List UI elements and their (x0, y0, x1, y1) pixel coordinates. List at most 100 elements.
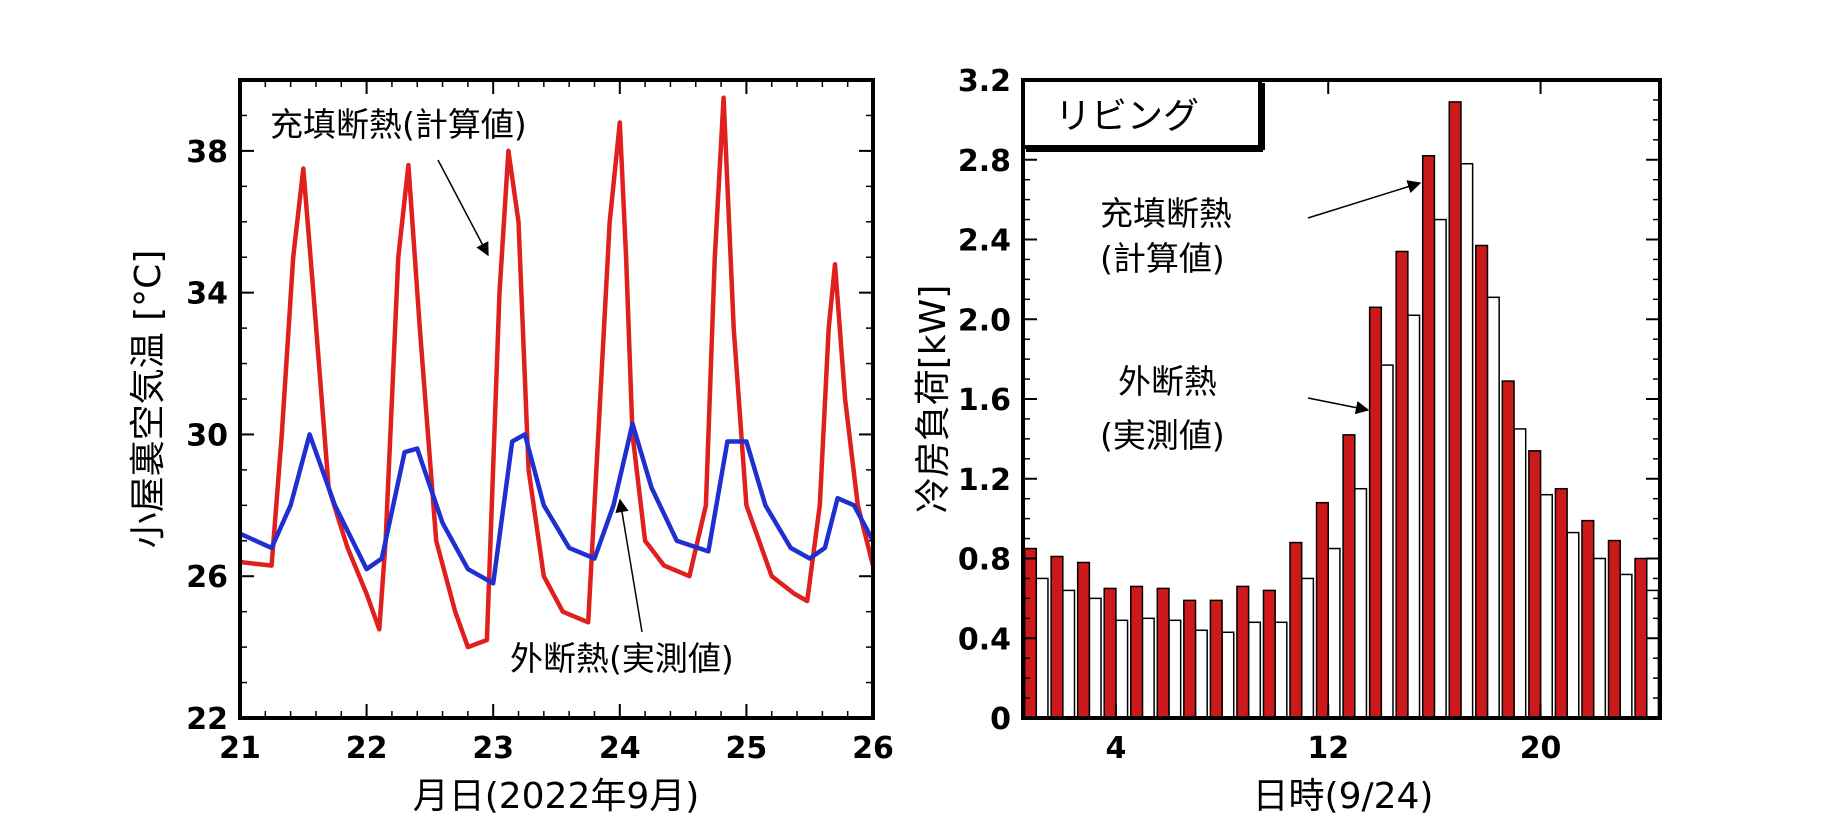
bar-calculated (1130, 585, 1144, 719)
bar-calculated (1076, 561, 1091, 719)
right-title-box-shadow (1026, 147, 1263, 152)
series-line-calculated (239, 95, 876, 650)
bar-measured (1539, 493, 1553, 719)
right-y-axis-label: 冷房負荷[kW] (913, 285, 954, 514)
bar-calculated (1448, 101, 1462, 719)
bar-calculated (1209, 599, 1223, 719)
right-annotation-calc-line1: 充填断熱 (1100, 194, 1232, 233)
left-x-tick-label: 23 (472, 731, 514, 766)
right-arrow-meas (1307, 397, 1370, 415)
bar-measured (1486, 296, 1500, 719)
left-y-tick-label: 34 (186, 277, 228, 312)
bar-measured (1460, 162, 1474, 719)
bar-measured (1300, 577, 1315, 719)
right-chart: 0 0.4 0.8 1.2 1.6 2.0 2.4 2.8 3.2 4 12 20 リビング 日時(9… (913, 64, 1662, 817)
right-x-axis-label: 日時(9/24) (1253, 776, 1434, 817)
bar-calculated (1289, 541, 1303, 719)
bar-calculated (1634, 557, 1648, 719)
bar-measured (1327, 547, 1341, 719)
left-x-tick-label: 26 (852, 731, 894, 766)
bar-measured (1433, 218, 1447, 719)
bar-calculated (1528, 450, 1542, 719)
left-arrow-calc (437, 159, 489, 257)
right-plot-frame (1021, 78, 1662, 720)
right-annotation-meas-line1: 外断熱 (1118, 362, 1217, 401)
bar-measured (1221, 631, 1235, 719)
bar-calculated (1236, 585, 1250, 719)
bar-calculated (1103, 587, 1117, 719)
right-y-tick-label: 1.6 (958, 383, 1011, 418)
bar-calculated (1501, 380, 1515, 719)
right-y-tick-label: 0.4 (958, 622, 1011, 657)
right-x-tick-label: 20 (1520, 731, 1562, 766)
bar-measured (1115, 619, 1129, 719)
left-x-axis-label: 月日(2022年9月) (413, 776, 700, 817)
bar-measured (1274, 621, 1288, 719)
bar-measured (1035, 577, 1049, 719)
right-annotation-meas-line2: (実測値) (1100, 416, 1225, 455)
right-bars (1023, 101, 1660, 719)
bar-measured (1194, 629, 1208, 719)
bar-measured (1247, 621, 1262, 719)
left-x-tick-label: 22 (346, 731, 388, 766)
right-x-tick-label: 12 (1307, 731, 1349, 766)
bar-measured (1354, 487, 1368, 719)
bar-calculated (1023, 547, 1038, 719)
right-annotation-calc-line2: (計算値) (1100, 239, 1225, 278)
left-plot-frame (238, 78, 875, 720)
right-chart-title: リビング (1055, 96, 1199, 137)
bar-calculated (1421, 155, 1436, 719)
bar-measured (1407, 314, 1421, 719)
right-y-tick-label: 3.2 (958, 64, 1011, 99)
series-line-measured (239, 421, 875, 586)
bar-calculated (1607, 539, 1621, 719)
bar-measured (1141, 617, 1155, 719)
left-y-tick-label: 30 (186, 418, 228, 453)
left-x-tick-label: 24 (599, 731, 641, 766)
right-y-tick-label: 1.2 (958, 463, 1011, 498)
bar-measured (1088, 597, 1102, 719)
bar-calculated (1183, 599, 1197, 719)
right-x-tick-label: 4 (1105, 731, 1126, 766)
bar-calculated (1315, 501, 1329, 719)
right-title-box-shadow-side (1260, 83, 1265, 150)
bar-measured (1380, 364, 1394, 719)
right-arrow-calc (1307, 180, 1422, 219)
bar-calculated (1050, 555, 1064, 719)
bar-calculated (1262, 589, 1276, 719)
bar-measured (1513, 428, 1527, 719)
left-annotation-calc: 充填断熱(計算値) (270, 105, 527, 144)
bar-measured (1645, 589, 1660, 719)
bar-calculated (1581, 519, 1595, 719)
left-y-tick-label: 38 (186, 135, 228, 170)
left-y-axis-label: 小屋裏空気温 [°C] (128, 250, 169, 549)
right-y-tick-label: 0 (990, 702, 1011, 737)
bar-calculated (1156, 587, 1170, 719)
right-y-tick-label: 2.8 (958, 144, 1011, 179)
bar-measured (1168, 619, 1182, 719)
bar-measured (1592, 557, 1607, 719)
left-x-tick-label: 25 (726, 731, 768, 766)
bar-calculated (1475, 244, 1489, 719)
left-y-tick-label: 22 (186, 702, 228, 737)
right-tick-labels: 0 0.4 0.8 1.2 1.6 2.0 2.4 2.8 3.2 4 12 20 (958, 64, 1562, 766)
left-x-tick-label: 21 (219, 731, 261, 766)
right-y-tick-label: 2.0 (958, 303, 1011, 338)
bar-calculated (1368, 306, 1383, 719)
bar-calculated (1395, 250, 1409, 719)
left-ticks (239, 79, 874, 719)
left-annotation-meas: 外断熱(実測値) (510, 639, 734, 678)
left-series (239, 95, 876, 650)
right-y-tick-label: 2.4 (958, 224, 1011, 259)
bar-measured (1619, 573, 1633, 719)
bar-measured (1062, 589, 1076, 719)
left-y-tick-label: 26 (186, 560, 228, 595)
right-y-tick-label: 0.8 (958, 543, 1011, 578)
bar-measured (1566, 531, 1580, 719)
left-arrow-meas (615, 498, 643, 633)
bar-calculated (1554, 487, 1568, 719)
bar-calculated (1342, 434, 1356, 719)
